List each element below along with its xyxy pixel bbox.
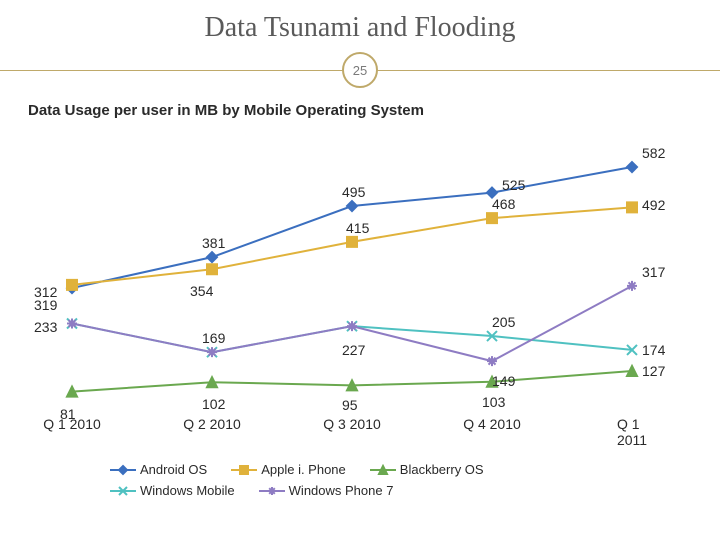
line-chart: 3123814955255823193544154684928110295103… bbox=[42, 150, 662, 430]
data-label: 127 bbox=[642, 363, 665, 379]
x-axis-label: Q 3 2010 bbox=[323, 416, 381, 432]
chart-legend: Android OS Apple i. Phone Blackberry OS Win… bbox=[110, 462, 484, 504]
series-marker bbox=[207, 377, 217, 387]
series-marker bbox=[487, 213, 497, 223]
data-label: 525 bbox=[502, 177, 525, 193]
data-label: 415 bbox=[346, 220, 369, 236]
series-marker bbox=[207, 264, 217, 274]
data-label: 233 bbox=[34, 319, 57, 335]
x-axis-label: Q 2 2010 bbox=[183, 416, 241, 432]
legend-item: Android OS bbox=[110, 462, 207, 477]
data-label: 95 bbox=[342, 397, 358, 413]
legend-label: Windows Mobile bbox=[140, 483, 235, 498]
legend-item: Blackberry OS bbox=[370, 462, 484, 477]
data-label: 495 bbox=[342, 184, 365, 200]
x-axis-label: Q 4 2010 bbox=[463, 416, 521, 432]
series-marker bbox=[67, 387, 77, 397]
x-axis-label: Q 1 2010 bbox=[43, 416, 101, 432]
legend-item: Windows Phone 7 bbox=[259, 483, 394, 498]
series-marker bbox=[347, 201, 357, 211]
series-marker bbox=[627, 281, 637, 291]
divider-wrap: 25 bbox=[0, 52, 720, 88]
data-label: 227 bbox=[342, 342, 365, 358]
x-axis-label: Q 1 2011 bbox=[617, 416, 647, 448]
legend-label: Windows Phone 7 bbox=[289, 483, 394, 498]
series-marker bbox=[347, 237, 357, 247]
data-label: 317 bbox=[642, 264, 665, 280]
data-label: 169 bbox=[202, 330, 225, 346]
series-marker bbox=[487, 356, 497, 366]
series-marker bbox=[67, 280, 77, 290]
chart-subtitle: Data Usage per user in MB by Mobile Oper… bbox=[0, 88, 720, 125]
legend-item: Apple i. Phone bbox=[231, 462, 346, 477]
series-marker bbox=[627, 162, 637, 172]
page-number-badge: 25 bbox=[342, 52, 378, 88]
data-label: 492 bbox=[642, 197, 665, 213]
series-marker bbox=[207, 252, 217, 262]
series-marker bbox=[627, 202, 637, 212]
legend-label: Apple i. Phone bbox=[261, 462, 346, 477]
legend-label: Blackberry OS bbox=[400, 462, 484, 477]
data-label: 102 bbox=[202, 396, 225, 412]
data-label: 205 bbox=[492, 314, 515, 330]
data-label: 319 bbox=[34, 297, 57, 313]
data-label: 103 bbox=[482, 394, 505, 410]
data-label: 468 bbox=[492, 196, 515, 212]
legend-item: Windows Mobile bbox=[110, 483, 235, 498]
series-marker bbox=[347, 380, 357, 390]
series-marker bbox=[627, 366, 637, 376]
data-label: 381 bbox=[202, 235, 225, 251]
data-label: 354 bbox=[190, 283, 213, 299]
data-label: 149 bbox=[492, 373, 515, 389]
data-label: 174 bbox=[642, 342, 665, 358]
data-label: 582 bbox=[642, 145, 665, 161]
legend-label: Android OS bbox=[140, 462, 207, 477]
page-title: Data Tsunami and Flooding bbox=[0, 0, 720, 44]
